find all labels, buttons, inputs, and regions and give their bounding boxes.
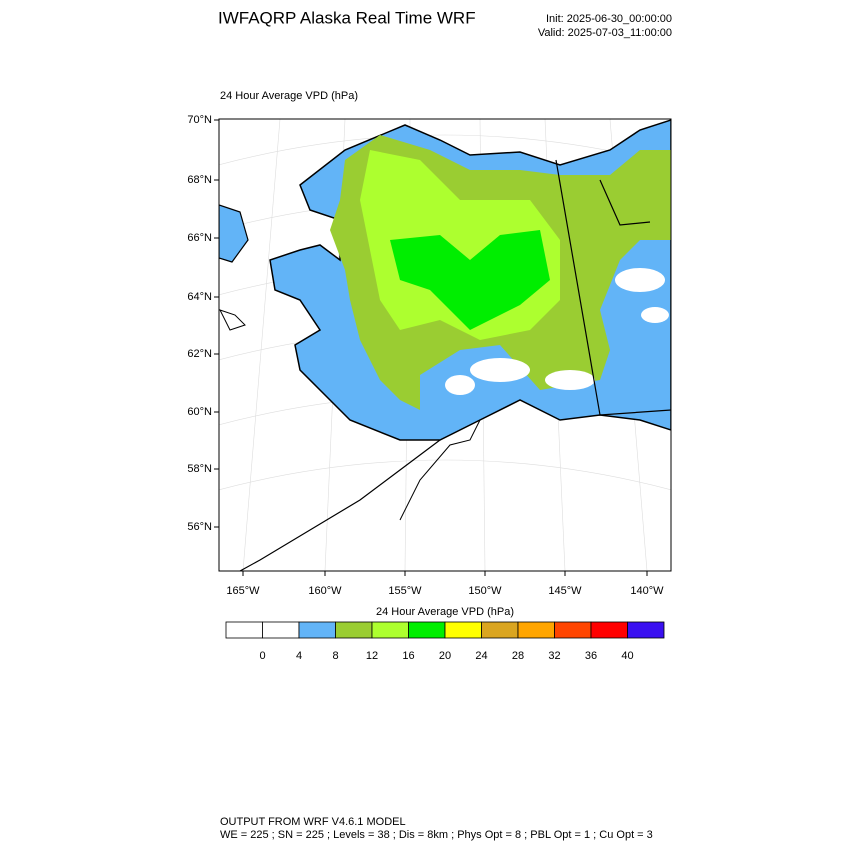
colorbar-swatch bbox=[262, 621, 300, 639]
map-axes: 70°N 68°N 66°N 64°N 62°N 60°N 58°N 56°N 165°W 160… bbox=[187, 114, 664, 597]
colorbar-swatch bbox=[408, 621, 446, 639]
colorbar-label: 0 bbox=[259, 650, 265, 662]
colorbar-label: 20 bbox=[439, 650, 451, 662]
colorbar-swatch bbox=[444, 621, 482, 639]
footer-line: WE = 225 ; SN = 225 ; Levels = 38 ; Dis … bbox=[220, 829, 653, 841]
lon-label: 165°W bbox=[226, 585, 260, 597]
lat-label: 66°N bbox=[187, 232, 212, 244]
lon-label: 150°W bbox=[468, 585, 502, 597]
colorbar-swatch bbox=[627, 621, 665, 639]
colorbar-label: 28 bbox=[512, 650, 524, 662]
colorbar-swatch bbox=[481, 621, 519, 639]
colorbar: 0 4 8 12 16 20 24 28 32 36 40 bbox=[225, 621, 665, 662]
colorbar-label: 12 bbox=[366, 650, 378, 662]
colorbar-label: 32 bbox=[548, 650, 560, 662]
lat-label: 60°N bbox=[187, 406, 212, 418]
lat-label: 58°N bbox=[187, 463, 212, 475]
colorbar-label: 24 bbox=[475, 650, 487, 662]
lat-label: 56°N bbox=[187, 521, 212, 533]
colorbar-swatch bbox=[554, 621, 592, 639]
lat-label: 62°N bbox=[187, 348, 212, 360]
valid-time: Valid: 2025-07-03_11:00:00 bbox=[538, 27, 672, 39]
lon-label: 155°W bbox=[388, 585, 422, 597]
title: IWFAQRP Alaska Real Time WRF bbox=[218, 8, 476, 27]
init-time: Init: 2025-06-30_00:00:00 bbox=[546, 13, 672, 25]
colorbar-title: 24 Hour Average VPD (hPa) bbox=[376, 606, 514, 618]
lon-label: 145°W bbox=[548, 585, 582, 597]
colorbar-label: 8 bbox=[332, 650, 338, 662]
map bbox=[218, 118, 672, 572]
lat-label: 70°N bbox=[187, 114, 212, 126]
colorbar-label: 16 bbox=[402, 650, 414, 662]
footer-line: OUTPUT FROM WRF V4.6.1 MODEL bbox=[220, 816, 406, 828]
map-title: 24 Hour Average VPD (hPa) bbox=[220, 90, 358, 102]
colorbar-swatch bbox=[335, 621, 373, 639]
lat-label: 68°N bbox=[187, 174, 212, 186]
lon-label: 160°W bbox=[308, 585, 342, 597]
lat-label: 64°N bbox=[187, 291, 212, 303]
colorbar-label: 36 bbox=[585, 650, 597, 662]
colorbar-swatch bbox=[225, 621, 263, 639]
colorbar-swatch bbox=[517, 621, 555, 639]
colorbar-label: 40 bbox=[621, 650, 633, 662]
colorbar-label: 4 bbox=[296, 650, 302, 662]
colorbar-swatch bbox=[298, 621, 336, 639]
colorbar-swatch bbox=[371, 621, 409, 639]
colorbar-swatch bbox=[590, 621, 628, 639]
lon-label: 140°W bbox=[630, 585, 664, 597]
